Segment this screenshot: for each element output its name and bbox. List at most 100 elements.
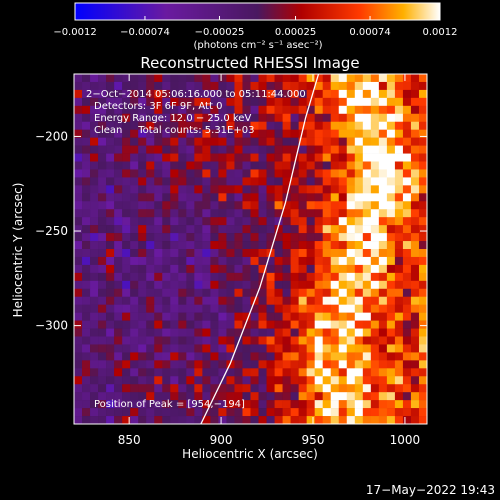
heatmap-cell — [186, 392, 195, 401]
heatmap-cell — [282, 320, 291, 329]
heatmap-cell — [130, 272, 139, 282]
heatmap-cell — [114, 296, 123, 305]
heatmap-cell — [218, 256, 227, 266]
heatmap-cell — [234, 169, 243, 178]
heatmap-cell — [266, 336, 275, 345]
heatmap-cell — [98, 264, 107, 274]
heatmap-cell — [170, 280, 179, 290]
heatmap-cell — [194, 384, 203, 393]
heatmap-cell — [234, 129, 243, 138]
heatmap-cell — [418, 312, 427, 321]
heatmap-cell — [386, 264, 396, 274]
heatmap-cell — [402, 272, 412, 282]
heatmap-cell — [82, 272, 91, 282]
heatmap-cell — [98, 161, 107, 170]
heatmap-cell — [258, 256, 267, 266]
heatmap-cell — [306, 241, 315, 250]
heatmap-cell — [394, 320, 404, 329]
heatmap-cell — [274, 177, 283, 186]
heatmap-cell — [90, 185, 99, 194]
heatmap-cell — [370, 129, 380, 138]
heatmap-cell — [234, 320, 243, 329]
heatmap-cell — [154, 320, 163, 329]
heatmap-cell — [210, 129, 219, 138]
heatmap-cell — [362, 113, 372, 123]
heatmap-cell — [258, 193, 267, 202]
heatmap-cell — [418, 368, 427, 377]
heatmap-cell — [258, 105, 267, 115]
heatmap-cell — [154, 193, 163, 202]
heatmap-cell — [226, 177, 235, 186]
heatmap-cell — [114, 312, 123, 321]
heatmap-cell — [90, 161, 99, 170]
heatmap-cell — [250, 344, 259, 353]
heatmap-cell — [234, 145, 243, 154]
heatmap-cell — [418, 272, 427, 282]
heatmap-cell — [370, 201, 380, 210]
heatmap-cell — [290, 89, 299, 99]
energy-range-label: Energy Range: 12.0 − 25.0 keV — [94, 113, 251, 124]
heatmap-cell — [138, 360, 147, 369]
heatmap-cell — [370, 161, 380, 170]
heatmap-cell — [90, 233, 99, 242]
heatmap-cell — [210, 288, 219, 298]
heatmap-cell — [194, 400, 203, 409]
heatmap-cell — [378, 105, 388, 115]
heatmap-cell — [258, 400, 267, 409]
heatmap-cell — [394, 312, 404, 321]
heatmap-cell — [130, 304, 139, 313]
heatmap-cell — [130, 249, 139, 258]
heatmap-cell — [418, 400, 427, 409]
heatmap-cell — [194, 185, 203, 194]
heatmap-cell — [226, 392, 235, 401]
heatmap-cell — [322, 225, 332, 234]
heatmap-cell — [162, 89, 171, 99]
heatmap-cell — [250, 241, 259, 250]
heatmap-cell — [410, 185, 420, 194]
heatmap-cell — [234, 376, 243, 385]
heatmap-cell — [218, 328, 227, 337]
heatmap-cell — [274, 129, 283, 138]
heatmap-cell — [210, 312, 219, 321]
heatmap-cell — [130, 241, 139, 250]
heatmap-cell — [386, 392, 396, 401]
heatmap-cell — [202, 105, 211, 115]
heatmap-cell — [290, 129, 299, 138]
heatmap-cell — [346, 320, 356, 329]
heatmap-cell — [114, 288, 123, 298]
heatmap-cell — [378, 185, 388, 194]
heatmap-cell — [90, 336, 99, 345]
heatmap-cell — [330, 408, 340, 417]
heatmap-cell — [386, 352, 396, 361]
heatmap-cell — [146, 201, 155, 210]
heatmap-cell — [146, 121, 155, 130]
heatmap-cell — [242, 384, 251, 393]
heatmap-cell — [354, 185, 364, 194]
heatmap-cell — [274, 161, 283, 170]
heatmap-cell — [162, 288, 171, 298]
heatmap-cell — [258, 304, 267, 313]
heatmap-cell — [330, 121, 340, 130]
heatmap-cell — [266, 400, 275, 409]
heatmap-cell — [122, 201, 131, 210]
heatmap-cell — [154, 89, 163, 99]
heatmap-cell — [394, 113, 404, 123]
heatmap-cell — [162, 280, 171, 290]
heatmap-cell — [186, 145, 195, 154]
heatmap-cell — [106, 376, 115, 385]
heatmap-cell — [386, 121, 396, 130]
heatmap-cell — [202, 304, 211, 313]
heatmap-cell — [194, 296, 203, 305]
heatmap-cell — [218, 74, 227, 83]
heatmap-cell — [130, 312, 139, 321]
heatmap-cell — [114, 408, 123, 417]
heatmap-cell — [130, 153, 139, 162]
heatmap-cell — [282, 161, 291, 170]
heatmap-cell — [90, 217, 99, 226]
heatmap-cell — [210, 217, 219, 226]
heatmap-cell — [330, 113, 340, 123]
heatmap-cell — [386, 256, 396, 266]
heatmap-cell — [370, 137, 380, 146]
heatmap-cell — [250, 113, 259, 123]
heatmap-cell — [122, 328, 131, 337]
